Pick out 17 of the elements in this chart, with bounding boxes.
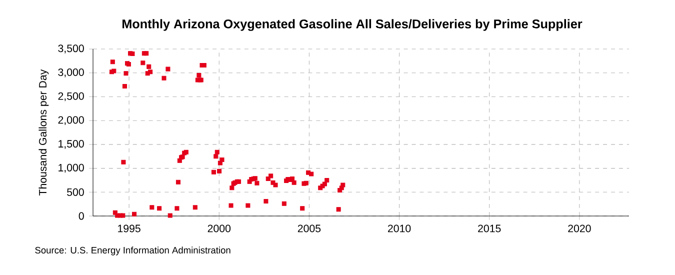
y-tick-label: 2,000 xyxy=(58,116,84,125)
y-tick-label: 1,500 xyxy=(58,140,84,149)
y-tick-label: 3,000 xyxy=(58,68,84,78)
y-axis-title: Thousand Gallons per Day xyxy=(38,69,49,196)
chart-title: Monthly Arizona Oxygenated Gasoline All Sales/Deliveries by Prime Supplier xyxy=(122,19,582,31)
y-tick-label: 3,500 xyxy=(58,44,84,54)
source-note: Source: U.S. Energy Information Administration xyxy=(35,246,230,256)
x-tick-label: 2005 xyxy=(298,224,321,232)
x-tick-label: 1995 xyxy=(118,224,140,232)
x-tick-label: 2000 xyxy=(208,224,231,232)
y-tick-label: 1,000 xyxy=(58,164,84,173)
x-tick-label: 2010 xyxy=(388,224,411,232)
x-tick-label: 2015 xyxy=(478,224,501,232)
y-tick-label: 500 xyxy=(67,188,84,196)
x-tick-label: 2020 xyxy=(568,224,591,232)
y-tick-label: 0 xyxy=(78,212,84,220)
y-tick-label: 2,500 xyxy=(58,92,84,102)
